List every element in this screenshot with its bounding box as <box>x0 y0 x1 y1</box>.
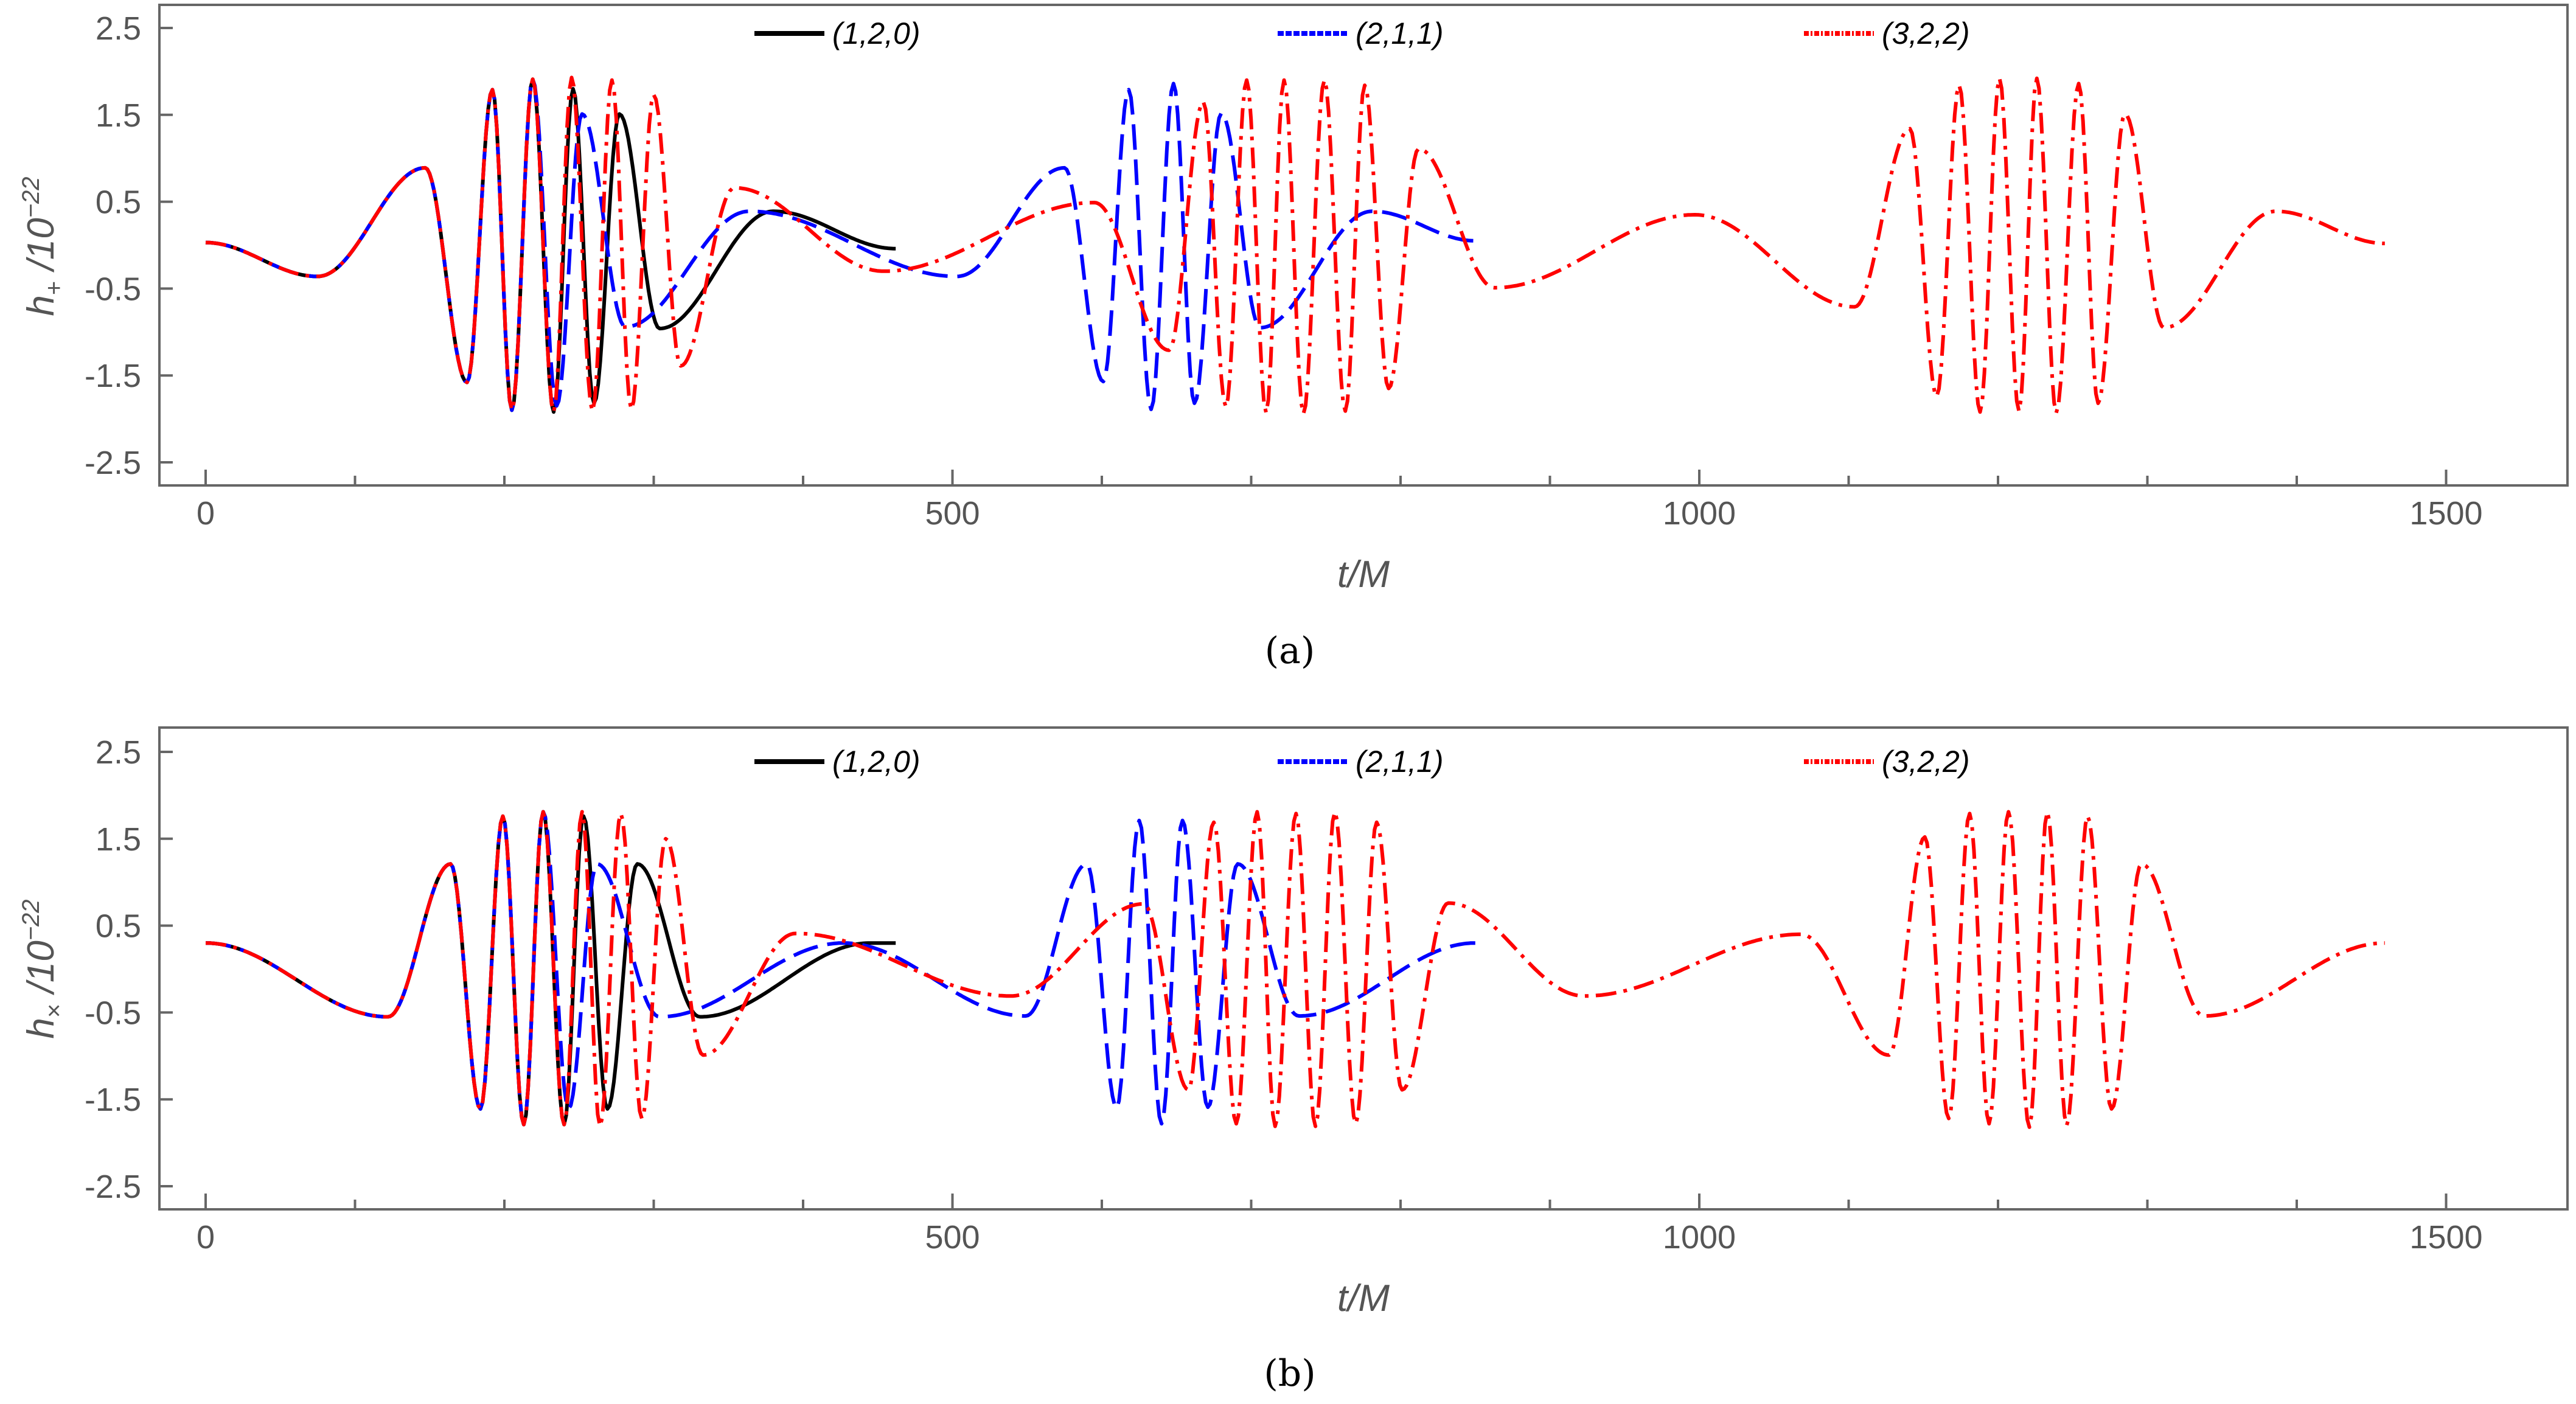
panel-caption: (a) <box>1265 630 1315 672</box>
y-label-unit: /10 <box>20 940 62 1003</box>
y-label-symbol: h <box>20 295 62 316</box>
x-tick-label: 1500 <box>2409 495 2482 532</box>
series-line-120 <box>206 810 896 1127</box>
series-line-120 <box>205 77 896 414</box>
x-tick-label: 500 <box>925 495 980 532</box>
y-tick-label: -1.5 <box>85 358 141 394</box>
y-tick-label: 1.5 <box>96 97 141 134</box>
y-tick-label: -0.5 <box>85 271 141 307</box>
y-label-sub: × <box>41 1004 68 1018</box>
y-axis-label: h× /10−22 <box>18 899 68 1038</box>
panel-caption: (b) <box>1264 1352 1315 1395</box>
legend-label: (3,2,2) <box>1882 745 1970 779</box>
legend-label: (2,1,1) <box>1356 16 1444 50</box>
plot-frame <box>158 726 2569 1211</box>
y-tick-label: -2.5 <box>85 445 141 481</box>
y-tick-label: 2.5 <box>96 734 141 771</box>
y-tick-label: 2.5 <box>96 10 141 47</box>
legend-label: (2,1,1) <box>1356 745 1444 779</box>
y-tick-label: -2.5 <box>85 1169 141 1205</box>
y-tick-label: -0.5 <box>85 995 141 1031</box>
x-tick-label: 1000 <box>1663 1219 1736 1256</box>
legend-label: (1,2,0) <box>832 745 921 779</box>
y-tick-label: -1.5 <box>85 1082 141 1118</box>
y-label-sub: + <box>41 281 68 295</box>
y-tick-label: 1.5 <box>96 821 141 858</box>
x-axis-label: t/M <box>1337 1277 1390 1319</box>
y-tick-label: 0.5 <box>96 184 141 221</box>
series-line-211 <box>205 77 1475 412</box>
legend-label: (3,2,2) <box>1882 16 1970 50</box>
x-tick-label: 0 <box>197 1219 215 1256</box>
panel-a: (1,2,0) (2,1,1) (3,2,2) 0 500 1000 1500 2.5 1.5 0… <box>18 4 2569 672</box>
legend-label: (1,2,0) <box>832 16 921 50</box>
series-group <box>205 75 2385 415</box>
x-tick-label: 500 <box>925 1219 980 1256</box>
y-label-exp: −22 <box>18 176 44 218</box>
x-tick-label: 1000 <box>1663 495 1736 532</box>
x-axis-label: t/M <box>1337 554 1390 596</box>
x-tick-label: 1500 <box>2409 1219 2482 1256</box>
x-tick-label: 0 <box>197 495 215 532</box>
series-line-322 <box>206 810 2385 1129</box>
y-tick-label: 0.5 <box>96 908 141 945</box>
series-group <box>206 810 2385 1129</box>
y-label-symbol: h <box>20 1018 62 1038</box>
series-line-322 <box>205 75 2385 415</box>
y-label-unit: /10 <box>20 218 62 280</box>
y-axis-label: h+ /10−22 <box>18 176 68 316</box>
panel-b: (1,2,0) (2,1,1) (3,2,2) 0 500 1000 1500 2.5 1.5 0… <box>18 726 2569 1395</box>
plot-frame <box>158 4 2569 487</box>
y-label-exp: −22 <box>18 899 44 940</box>
